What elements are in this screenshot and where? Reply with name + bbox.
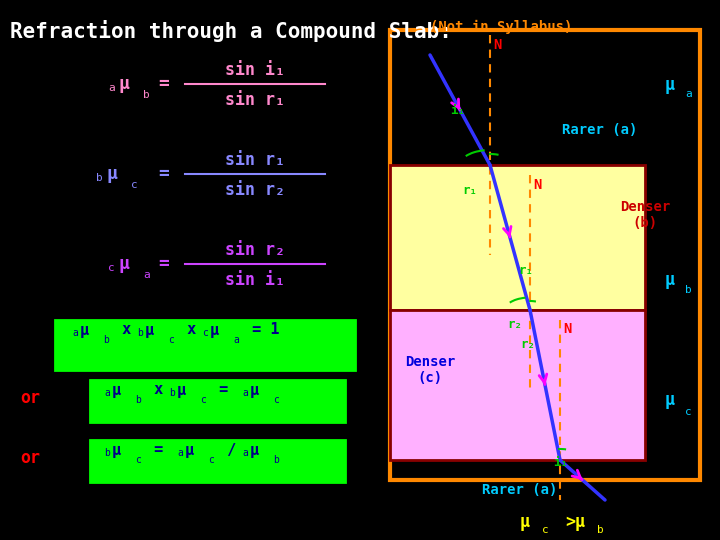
- Text: (Not in Syllabus): (Not in Syllabus): [430, 20, 572, 34]
- Text: μ: μ: [177, 382, 186, 397]
- Text: b: b: [96, 173, 103, 183]
- Text: i₁: i₁: [450, 104, 465, 117]
- Text: b: b: [103, 335, 109, 345]
- Text: μ: μ: [250, 382, 259, 397]
- Text: μ: μ: [210, 322, 219, 338]
- Text: b: b: [597, 525, 604, 535]
- Text: c: c: [202, 328, 208, 338]
- Text: b: b: [137, 328, 143, 338]
- Text: r₁: r₁: [518, 264, 533, 276]
- Text: N: N: [493, 38, 501, 52]
- Text: =: =: [158, 255, 169, 273]
- Text: a: a: [104, 388, 110, 398]
- Text: c: c: [685, 407, 692, 417]
- Text: or: or: [20, 449, 40, 467]
- Bar: [55, 320, 355, 370]
- Text: a: a: [177, 448, 183, 458]
- Text: μ: μ: [665, 76, 675, 94]
- Text: μ: μ: [665, 271, 675, 289]
- Text: r₂: r₂: [507, 319, 522, 332]
- Text: sin r₂: sin r₂: [225, 241, 285, 259]
- Text: μ: μ: [145, 322, 154, 338]
- Text: Denser
(b): Denser (b): [620, 200, 670, 230]
- Text: c: c: [208, 455, 214, 465]
- Text: sin r₁: sin r₁: [225, 91, 285, 109]
- Text: = 1: = 1: [243, 322, 279, 338]
- Text: sin i₁: sin i₁: [225, 61, 285, 79]
- Text: sin r₂: sin r₂: [225, 181, 285, 199]
- Text: or: or: [20, 389, 40, 407]
- Text: b: b: [273, 455, 279, 465]
- Text: c: c: [168, 335, 174, 345]
- Text: N: N: [563, 322, 572, 336]
- Text: a: a: [242, 448, 248, 458]
- Text: i₁: i₁: [553, 456, 568, 469]
- Text: μ: μ: [250, 442, 259, 457]
- Text: r₁: r₁: [462, 184, 477, 197]
- Text: =: =: [158, 165, 169, 183]
- Text: =: =: [210, 382, 238, 397]
- Bar: [90, 380, 345, 422]
- Text: sin r₁: sin r₁: [225, 151, 285, 169]
- Text: μ: μ: [118, 75, 129, 93]
- Text: a: a: [233, 335, 239, 345]
- Text: a: a: [108, 83, 115, 93]
- Text: x: x: [178, 322, 205, 338]
- Text: r₂: r₂: [520, 339, 535, 352]
- Text: b: b: [169, 388, 175, 398]
- Text: =: =: [145, 442, 172, 457]
- Text: μ: μ: [118, 255, 129, 273]
- Text: b: b: [685, 285, 692, 295]
- Text: a: a: [685, 89, 692, 99]
- Text: c: c: [131, 180, 138, 190]
- Text: b: b: [104, 448, 110, 458]
- Text: μ: μ: [665, 391, 675, 409]
- Text: Rarer (a): Rarer (a): [482, 483, 558, 497]
- Text: b: b: [135, 395, 141, 405]
- Bar: [390, 165, 645, 310]
- Text: c: c: [108, 263, 115, 273]
- Text: a: a: [242, 388, 248, 398]
- Text: =: =: [158, 75, 169, 93]
- Text: >: >: [556, 513, 586, 531]
- Text: Refraction through a Compound Slab:: Refraction through a Compound Slab:: [10, 20, 452, 42]
- Text: μ: μ: [185, 442, 194, 457]
- Text: /: /: [218, 442, 246, 457]
- Text: a: a: [143, 270, 150, 280]
- Text: x: x: [113, 322, 140, 338]
- Text: μ: μ: [112, 382, 121, 397]
- Text: Denser
(c): Denser (c): [405, 355, 455, 385]
- Text: μ: μ: [520, 513, 530, 531]
- Text: μ: μ: [80, 322, 89, 338]
- Text: sin i₁: sin i₁: [225, 271, 285, 289]
- Text: b: b: [143, 90, 150, 100]
- Bar: [390, 310, 645, 460]
- Text: N: N: [533, 178, 541, 192]
- Text: μ: μ: [575, 513, 585, 531]
- Text: μ: μ: [106, 165, 117, 183]
- Text: c: c: [135, 455, 141, 465]
- Text: c: c: [542, 525, 549, 535]
- Text: μ: μ: [112, 442, 121, 457]
- Text: a: a: [72, 328, 78, 338]
- Bar: [90, 440, 345, 482]
- Text: Rarer (a): Rarer (a): [562, 123, 638, 137]
- Text: c: c: [273, 395, 279, 405]
- Text: c: c: [200, 395, 206, 405]
- Bar: [390, 30, 700, 480]
- Text: x: x: [145, 382, 172, 397]
